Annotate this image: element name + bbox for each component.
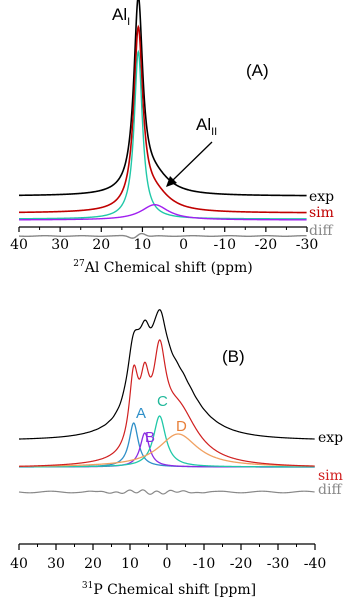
annotation-arrow-head <box>166 176 177 187</box>
series-label-sim: sim <box>318 468 343 484</box>
series-line-sim <box>19 24 307 214</box>
x-tick-label: 20 <box>84 556 102 572</box>
x-tick-label: 10 <box>134 237 152 253</box>
x-tick-label: -20 <box>230 556 253 572</box>
x-tick-label: 10 <box>121 556 139 572</box>
panel-label: (A) <box>246 61 269 80</box>
component-label-B: B <box>145 429 155 446</box>
panel-label: (B) <box>222 347 245 366</box>
component-label-D: D <box>176 418 187 435</box>
component-line-B <box>19 432 315 468</box>
x-tick-label: 40 <box>10 556 28 572</box>
panel-a: 40 30 20 10 0 -10 -20 -30expsimdiff(A)AlIAlII27… <box>10 0 334 276</box>
x-tick-label: 20 <box>92 237 110 253</box>
component-label-A: A <box>136 405 146 422</box>
x-axis-label-main: Al Chemical shift (ppm) <box>84 260 253 276</box>
x-axis-label-main: P Chemical shift [ppm] <box>93 582 256 598</box>
series-line-diff <box>18 489 315 495</box>
annotation-base: Al <box>196 115 211 134</box>
component-line-C <box>19 415 315 468</box>
x-tick-label: -10 <box>213 237 236 253</box>
x-axis-label-sup: 27 <box>73 259 85 269</box>
series-line-diff <box>18 232 307 239</box>
series-line-component-2 <box>19 49 307 220</box>
series-label-diff: diff <box>309 223 333 239</box>
annotation-al-i: AlI <box>112 5 130 28</box>
x-tick-label: 0 <box>163 556 172 572</box>
series-label-sim: sim <box>309 205 334 221</box>
annotation-sub: I <box>127 16 130 28</box>
component-line-A <box>19 422 315 468</box>
annotation-base: Al <box>112 5 127 24</box>
series-line-sim <box>18 339 315 467</box>
series-label-diff: diff <box>318 482 342 498</box>
series-label-exp: exp <box>309 189 334 205</box>
x-tick-label: 30 <box>47 556 65 572</box>
x-tick-label: -30 <box>267 556 290 572</box>
x-tick-label: -30 <box>296 237 319 253</box>
x-tick-label: -40 <box>304 556 327 572</box>
x-axis-label: 27Al Chemical shift (ppm) <box>73 259 252 276</box>
series-line-exp <box>18 0 307 197</box>
annotation-sub: II <box>211 126 217 138</box>
x-tick-label: -20 <box>255 237 278 253</box>
x-tick-label: -10 <box>193 556 216 572</box>
x-tick-label: 30 <box>51 237 69 253</box>
annotation-al-ii: AlII <box>196 115 217 138</box>
series-line-component-3 <box>19 203 307 221</box>
annotation-arrow-shaft <box>172 141 213 181</box>
x-axis-label-sup: 31 <box>82 581 93 591</box>
x-axis-label: 31P Chemical shift [ppm] <box>82 581 256 598</box>
series-line-exp <box>18 309 315 440</box>
series-label-exp: exp <box>318 430 343 446</box>
component-label-C: C <box>157 393 168 410</box>
component-line-D <box>19 433 315 467</box>
x-tick-label: 0 <box>179 237 188 253</box>
x-tick-label: 40 <box>10 237 28 253</box>
